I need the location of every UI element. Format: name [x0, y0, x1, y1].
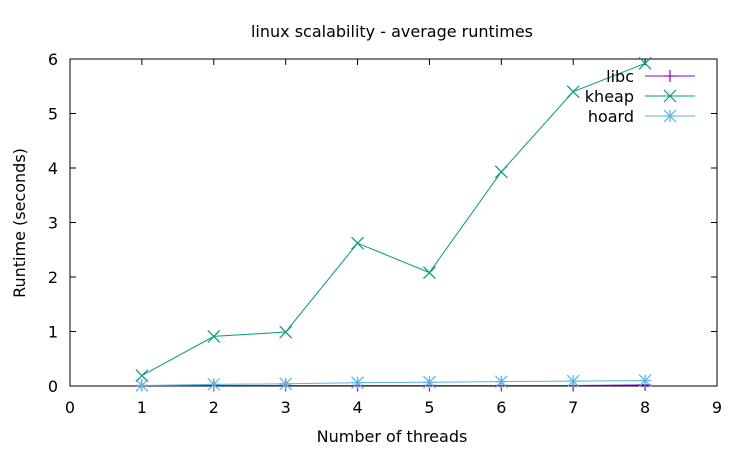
data-point-kheap	[279, 325, 293, 339]
data-point-kheap	[423, 266, 436, 280]
chart-title: linux scalability - average runtimes	[251, 22, 533, 41]
data-point-kheap	[566, 85, 580, 99]
series-line-kheap	[141, 62, 646, 377]
x-tick-label: 0	[65, 398, 75, 417]
x-tick-label: 9	[712, 398, 722, 417]
legend-item-hoard: hoard	[588, 107, 695, 126]
x-tick-label: 8	[640, 398, 650, 417]
series-hoard	[135, 374, 652, 392]
data-point-kheap	[135, 369, 149, 383]
y-axis-label: Runtime (seconds)	[10, 148, 29, 298]
data-point-hoard	[351, 376, 364, 390]
legend-marker	[664, 70, 676, 82]
x-tick-label: 4	[352, 398, 362, 417]
y-tick-label: 4	[48, 159, 58, 178]
legend-item-kheap: kheap	[585, 87, 695, 106]
data-point-hoard	[135, 379, 149, 392]
x-tick-label: 1	[137, 398, 147, 417]
series-line-hoard	[141, 380, 646, 386]
legend-marker	[663, 89, 677, 103]
y-tick-label: 3	[48, 214, 58, 233]
x-tick-label: 3	[281, 398, 291, 417]
x-tick-label: 2	[209, 398, 219, 417]
data-point-hoard	[566, 374, 580, 388]
series-kheap	[135, 56, 652, 383]
data-point-hoard	[423, 375, 436, 389]
data-point-kheap	[207, 329, 221, 343]
legend-label: libc	[606, 67, 634, 86]
x-axis-label: Number of threads	[317, 427, 468, 446]
data-point-hoard	[638, 374, 652, 387]
data-point-hoard	[494, 375, 508, 389]
legend-label: hoard	[588, 107, 634, 126]
x-tick-label: 5	[424, 398, 434, 417]
data-point-hoard	[279, 377, 293, 391]
y-tick-label: 2	[48, 268, 58, 287]
y-tick-label: 0	[48, 377, 58, 396]
series-layer	[135, 56, 652, 392]
data-point-hoard	[207, 377, 221, 391]
data-point-kheap	[494, 165, 508, 179]
series-line-libc	[141, 384, 646, 386]
legend-item-libc: libc	[606, 67, 695, 86]
y-tick-label: 5	[48, 105, 58, 124]
legend-marker	[663, 109, 677, 123]
legend-label: kheap	[585, 87, 634, 106]
data-point-kheap	[638, 56, 652, 70]
y-tick-label: 6	[48, 50, 58, 69]
x-tick-label: 6	[496, 398, 506, 417]
y-tick-label: 1	[48, 323, 58, 342]
x-tick-label: 7	[568, 398, 578, 417]
y-axis: 0 1 2 3 4 5 6	[48, 50, 717, 396]
data-point-kheap	[351, 236, 364, 250]
